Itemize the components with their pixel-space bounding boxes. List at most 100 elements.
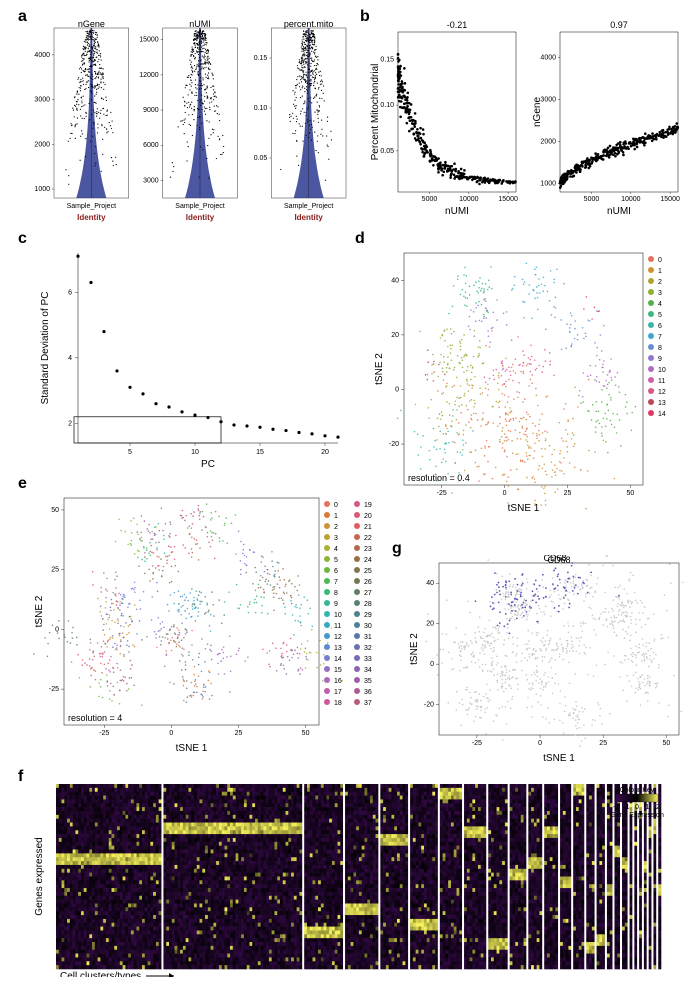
svg-text:8: 8 — [658, 345, 662, 352]
svg-text:35: 35 — [364, 678, 372, 685]
svg-text:36: 36 — [364, 689, 372, 696]
svg-text:-25: -25 — [99, 730, 109, 737]
svg-text:6: 6 — [658, 323, 662, 330]
svg-text:1000: 1000 — [540, 181, 556, 188]
svg-text:22: 22 — [364, 535, 372, 542]
svg-text:nGene: nGene — [78, 19, 105, 29]
svg-text:28: 28 — [364, 601, 372, 608]
svg-text:1000: 1000 — [34, 186, 50, 193]
svg-text:6: 6 — [334, 568, 338, 575]
panel-c-elbow: 5101520246PCStandard Deviation of PC — [30, 245, 350, 470]
svg-text:4000: 4000 — [34, 52, 50, 59]
svg-text:5: 5 — [658, 312, 662, 319]
svg-text:tSNE 2: tSNE 2 — [374, 353, 385, 385]
svg-text:40: 40 — [426, 580, 434, 587]
panel-d-tsne: -2502550-2002040tSNE 1tSNE 2resolution =… — [370, 245, 685, 525]
svg-text:2000: 2000 — [34, 141, 50, 148]
svg-text:14: 14 — [334, 656, 342, 663]
svg-text:4000: 4000 — [540, 54, 556, 61]
svg-text:6000: 6000 — [143, 142, 159, 149]
svg-text:0: 0 — [658, 257, 662, 264]
panel-label-g: g — [392, 540, 402, 558]
svg-text:4: 4 — [68, 355, 72, 362]
svg-text:Identity: Identity — [186, 213, 215, 222]
svg-text:nGene: nGene — [532, 97, 543, 127]
svg-text:0.15: 0.15 — [380, 56, 394, 63]
svg-text:37: 37 — [364, 700, 372, 707]
svg-text:2: 2 — [334, 524, 338, 531]
svg-text:0.97: 0.97 — [610, 20, 628, 30]
svg-text:25: 25 — [51, 567, 59, 574]
svg-text:15: 15 — [334, 667, 342, 674]
svg-text:23: 23 — [364, 546, 372, 553]
svg-text:13: 13 — [334, 645, 342, 652]
svg-text:3: 3 — [334, 535, 338, 542]
svg-text:21: 21 — [364, 524, 372, 531]
svg-text:33: 33 — [364, 656, 372, 663]
svg-text:14: 14 — [658, 411, 666, 418]
svg-text:16: 16 — [334, 678, 342, 685]
panel-f-heatmap: Genes expressedCell clusters/typesColour… — [30, 782, 690, 977]
svg-text:15000: 15000 — [660, 196, 680, 203]
svg-text:12000: 12000 — [139, 72, 159, 79]
svg-text:11: 11 — [658, 378, 665, 385]
svg-text:9000: 9000 — [143, 107, 159, 114]
svg-text:-0.21: -0.21 — [447, 20, 468, 30]
svg-text:8: 8 — [334, 590, 338, 597]
panel-label-f: f — [18, 768, 23, 786]
svg-text:4: 4 — [334, 546, 338, 553]
svg-text:34: 34 — [364, 667, 372, 674]
svg-text:0: 0 — [169, 730, 173, 737]
svg-text:3: 3 — [658, 290, 662, 297]
svg-text:Percent Mitochondrial: Percent Mitochondrial — [370, 64, 381, 161]
svg-text:2000: 2000 — [540, 138, 556, 145]
svg-text:Identity: Identity — [77, 213, 106, 222]
svg-text:-20: -20 — [389, 441, 399, 448]
panel-a-violins: nGene1000200030004000Sample_ProjectIdent… — [30, 18, 350, 223]
svg-text:-25: -25 — [49, 686, 59, 693]
svg-text:Identity: Identity — [294, 213, 323, 222]
panel-label-b: b — [360, 8, 370, 26]
svg-text:tSNE 1: tSNE 1 — [176, 743, 208, 754]
svg-text:5000: 5000 — [422, 196, 438, 203]
svg-text:nUMI: nUMI — [189, 19, 211, 29]
svg-text:18: 18 — [334, 700, 342, 707]
panel-label-a: a — [18, 8, 27, 26]
svg-text:25: 25 — [235, 730, 243, 737]
svg-text:10: 10 — [334, 612, 342, 619]
svg-text:12: 12 — [658, 389, 666, 396]
svg-text:3000: 3000 — [34, 97, 50, 104]
svg-text:tSNE 2: tSNE 2 — [34, 595, 45, 627]
svg-text:10000: 10000 — [459, 196, 479, 203]
svg-text:15: 15 — [256, 449, 264, 456]
svg-text:12: 12 — [334, 634, 342, 641]
svg-text:10: 10 — [191, 449, 199, 456]
svg-text:25: 25 — [564, 490, 572, 497]
svg-text:0: 0 — [503, 490, 507, 497]
panel-g-tsne: CD68-2502550-2002040tSNE 1tSNE 2CD68 — [405, 555, 685, 775]
svg-text:29: 29 — [364, 612, 372, 619]
svg-text:0: 0 — [538, 740, 542, 747]
svg-text:31: 31 — [364, 634, 372, 641]
svg-text:0: 0 — [395, 386, 399, 393]
svg-text:4: 4 — [658, 301, 662, 308]
panel-label-c: c — [18, 230, 27, 248]
svg-text:tSNE 2: tSNE 2 — [409, 633, 420, 665]
svg-text:9: 9 — [334, 601, 338, 608]
svg-text:0.05: 0.05 — [254, 155, 268, 162]
svg-text:25: 25 — [364, 568, 372, 575]
svg-text:nUMI: nUMI — [445, 206, 469, 217]
svg-text:resolution = 0.4: resolution = 0.4 — [408, 473, 470, 483]
panel-label-e: e — [18, 475, 27, 493]
panel-b-scatter: -0.21500010000150000.050.100.15nUMIPerce… — [370, 18, 682, 223]
svg-text:17: 17 — [334, 689, 342, 696]
svg-text:19: 19 — [364, 502, 372, 509]
svg-text:5: 5 — [334, 557, 338, 564]
svg-text:0: 0 — [55, 626, 59, 633]
svg-text:50: 50 — [662, 740, 670, 747]
svg-text:24: 24 — [364, 557, 372, 564]
svg-text:50: 50 — [627, 490, 635, 497]
svg-text:tSNE 1: tSNE 1 — [543, 753, 575, 764]
svg-text:15000: 15000 — [139, 37, 159, 44]
svg-text:0.10: 0.10 — [254, 105, 268, 112]
